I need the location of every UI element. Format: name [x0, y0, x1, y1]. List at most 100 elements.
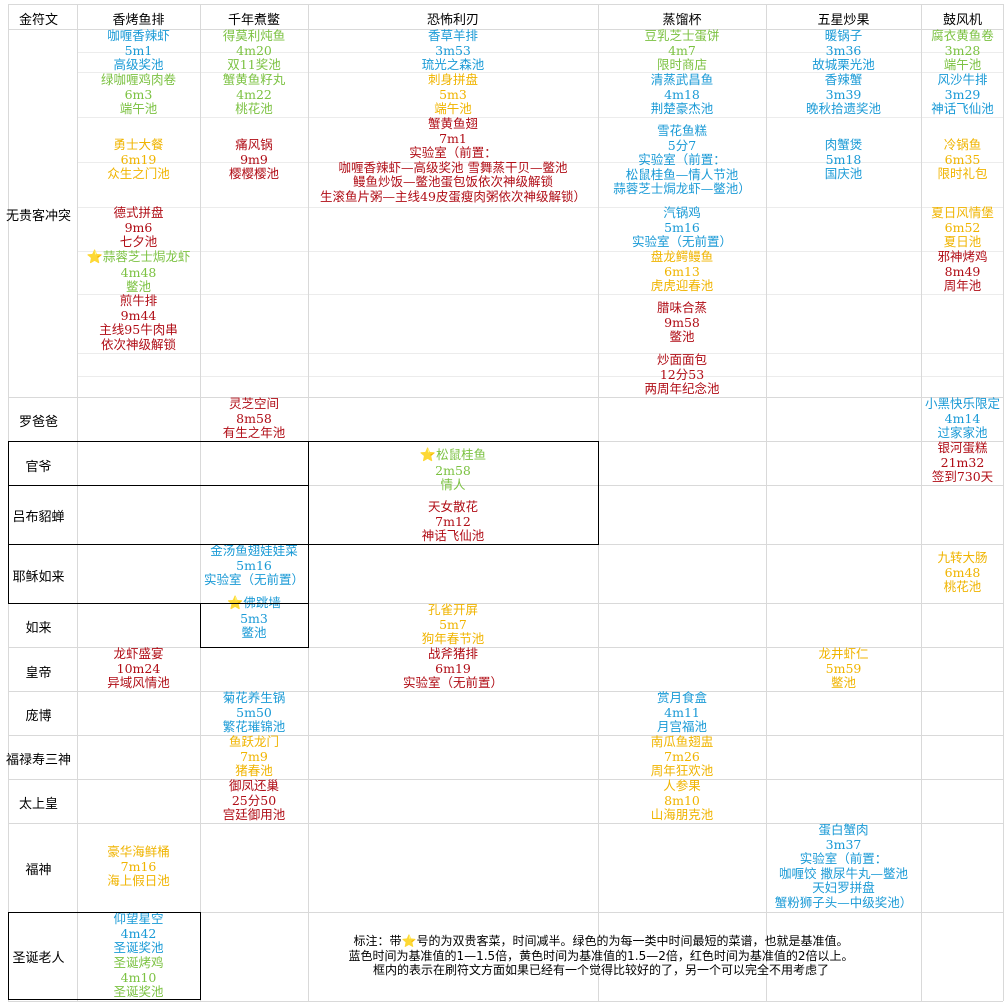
recipe-text: 琉光之森池 — [421, 57, 485, 73]
recipe-name: 南瓜鱼翅盅 — [598, 734, 766, 750]
recipe-detail: 6m52 — [921, 220, 1004, 236]
recipe-text: 5m18 — [825, 151, 862, 167]
recipe-detail: 5m16 — [598, 220, 766, 236]
recipe-name: 天女散花 — [308, 499, 598, 515]
recipe-text: 晚秋拾遗奖池 — [805, 101, 881, 117]
grid-line — [8, 397, 1003, 398]
recipe-text: 菊花养生锅 — [222, 690, 286, 705]
recipe-name: 圣诞烤鸡 — [77, 955, 200, 971]
recipe-text: 12分53 — [659, 366, 705, 382]
grid-line — [8, 691, 1003, 692]
recipe-detail: 圣诞奖池 — [77, 940, 200, 956]
recipe-text: 海上假日池 — [107, 873, 170, 889]
recipe-text: 7m1 — [439, 130, 467, 146]
recipe-detail: 实验室（无前置） — [308, 675, 598, 691]
recipe-text: 圣诞烤鸡 — [113, 955, 164, 970]
recipe-text: 9m9 — [240, 151, 268, 167]
recipe-text: 5分7 — [667, 137, 697, 153]
recipe-entry: ⭐佛跳墙 5m3 鳖池 — [200, 595, 308, 641]
recipe-name: 邪神烤鸡 — [921, 249, 1004, 265]
recipe-entry: 香辣蟹 3m39 晚秋拾遗奖池 — [766, 72, 921, 117]
recipe-name: 战斧猪排 — [308, 646, 598, 662]
recipe-text: 刺身拼盘 — [427, 72, 478, 87]
recipe-text: 龙井虾仁 — [818, 646, 869, 661]
recipe-text: 主线95牛肉串 — [99, 322, 178, 338]
header-corner: 金符文 — [18, 13, 58, 28]
row-label: 无贵客冲突 — [5, 209, 71, 224]
recipe-text: 故城栗光池 — [812, 57, 875, 73]
recipe-text: 龙虾盛宴 — [113, 646, 164, 661]
recipe-detail: 樱樱樱池 — [200, 166, 308, 182]
recipe-text: 蛋白蟹肉 — [818, 822, 869, 837]
recipe-detail: 7m9 — [200, 748, 308, 765]
row-label: 皇帝 — [25, 666, 52, 681]
column-header: 香烤鱼排 — [112, 13, 165, 28]
recipe-name: 汽锅鸡 — [598, 205, 766, 221]
recipe-text: 7m9 — [240, 748, 268, 764]
recipe-detail: 繁花璀锦池 — [200, 719, 308, 735]
recipe-text: 虎虎迎春池 — [650, 278, 714, 294]
recipe-detail: 过家家池 — [921, 425, 1004, 441]
recipe-detail: 3m36 — [766, 43, 921, 59]
recipe-detail: 鳖池 — [200, 625, 308, 641]
recipe-text: 实验室（无前置） — [402, 675, 503, 691]
recipe-entry: 龙虾盛宴 10m24 异域风情池 — [77, 646, 200, 691]
recipe-entry: 菊花养生锅 5m50 繁花璀锦池 — [200, 690, 308, 735]
recipe-detail: 21m32 — [921, 455, 1004, 471]
recipe-detail: 天妇罗拼盘 — [766, 881, 921, 896]
recipe-text: 限时商店 — [656, 57, 707, 73]
recipe-text: 5m50 — [236, 704, 272, 720]
recipe-entry: 灵芝空间 8m58 有生之年池 — [200, 396, 308, 441]
recipe-detail: 咖喱饺 撒尿牛丸—鳖池 — [766, 866, 921, 882]
grid-line — [77, 294, 1003, 295]
recipe-name: 银河蛋糕 — [921, 440, 1004, 456]
recipe-text: 圣诞奖池 — [113, 984, 164, 1000]
recipe-text: 夏日风情堡 — [931, 205, 994, 220]
recipe-name: 孔雀开屏 — [308, 602, 598, 618]
recipe-text: 勇士大餐 — [113, 137, 164, 152]
recipe-text: 猪春池 — [235, 763, 273, 779]
grid-line — [8, 912, 1003, 913]
recipe-text: 孔雀开屏 — [427, 602, 478, 617]
recipe-text: 7m12 — [435, 513, 471, 529]
recipe-text: 众生之门池 — [107, 166, 170, 182]
recipe-text: 周年池 — [943, 278, 982, 294]
recipe-name: 蛋白蟹肉 — [766, 822, 921, 838]
recipe-text: 5m3 — [439, 86, 467, 102]
recipe-text: 鳖池 — [830, 675, 856, 691]
recipe-text: 3m53 — [435, 42, 471, 58]
recipe-detail: 琉光之森池 — [308, 57, 598, 73]
recipe-text: 九转大肠 — [937, 550, 988, 565]
recipe-detail: 5分7 — [598, 137, 766, 154]
recipe-detail: 两周年纪念池 — [598, 381, 766, 397]
recipe-name: 赏月食盒 — [598, 690, 766, 706]
recipe-detail: 端午池 — [77, 101, 200, 117]
recipe-text: 腐衣黄鱼卷 — [931, 28, 994, 43]
recipe-detail: 7m12 — [308, 513, 598, 530]
recipe-text: 仰望星空 — [113, 911, 164, 926]
recipe-detail: 高级奖池 — [77, 57, 200, 73]
recipe-text: 4m48 — [120, 264, 157, 280]
grid-line — [766, 4, 767, 1001]
recipe-text: 蒜蓉芝士焗龙虾—鳖池） — [613, 181, 751, 197]
grid-line — [8, 823, 1003, 824]
recipe-detail: 限时商店 — [598, 57, 766, 73]
grid-line — [200, 4, 201, 1001]
recipe-detail: 6m3 — [77, 87, 200, 103]
recipe-text: 2m58 — [435, 462, 471, 478]
column-header: 蒸馏杯 — [662, 13, 702, 28]
recipe-entry: 刺身拼盘 5m3 端午池 — [308, 72, 598, 117]
recipe-text: 有生之年池 — [222, 425, 286, 441]
recipe-text: 5m3 — [240, 610, 268, 626]
recipe-text: 周年狂欢池 — [650, 763, 714, 779]
recipe-detail: 虎虎迎春池 — [598, 278, 766, 294]
recipe-text: 蒜蓉芝士焗龙虾 — [102, 249, 191, 264]
recipe-text: 樱樱樱池 — [228, 166, 279, 182]
recipe-text: 鳗鱼炒饭—鳖池蛋包饭依次神级解锁 — [352, 174, 553, 190]
row-label: 官爷 — [25, 460, 52, 475]
recipe-entry: 孔雀开屏 5m7 狗年春节池 — [308, 602, 598, 647]
recipe-text: 7m26 — [664, 748, 700, 764]
recipe-text: 佛跳墙 — [243, 595, 281, 610]
recipe-detail: 4m20 — [200, 43, 308, 59]
recipe-text: 异域风情池 — [107, 675, 170, 691]
